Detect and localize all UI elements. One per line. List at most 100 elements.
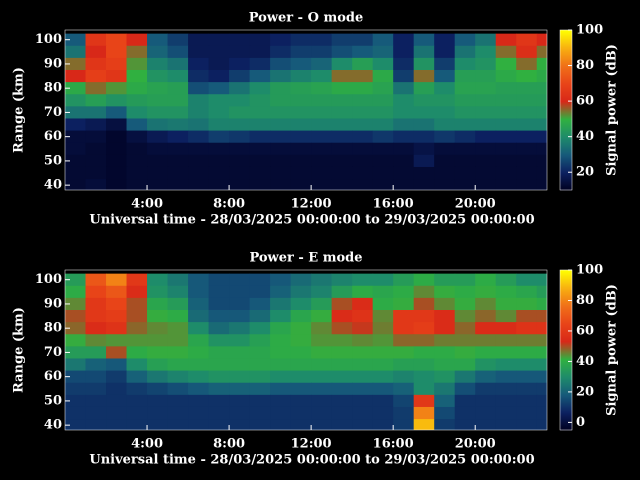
heatmap-cell — [65, 130, 87, 144]
heatmap-cell — [270, 273, 292, 287]
heatmap-cell — [536, 419, 547, 430]
heatmap-cell — [65, 179, 87, 190]
heatmap-cell — [536, 334, 547, 347]
colorbar-step — [560, 96, 572, 99]
heatmap-cell — [208, 130, 230, 144]
colorbar-step — [560, 182, 572, 185]
heatmap-cell — [413, 166, 435, 180]
heatmap-cell — [352, 106, 374, 119]
heatmap-cell — [229, 106, 251, 119]
heatmap-cell — [85, 179, 107, 190]
heatmap-cell — [126, 273, 148, 287]
heatmap-cell — [331, 154, 353, 168]
heatmap-cell — [536, 118, 547, 132]
heatmap-cell — [106, 57, 128, 71]
heatmap-cell — [536, 273, 547, 287]
heatmap-cells — [65, 33, 547, 190]
heatmap-cell — [188, 406, 210, 420]
heatmap-cell — [106, 334, 128, 347]
heatmap-cell — [106, 94, 128, 107]
heatmap-cell — [536, 322, 547, 335]
heatmap-cell — [516, 285, 538, 299]
heatmap-cell — [147, 130, 169, 144]
chart-title: Power - E mode — [249, 251, 362, 266]
heatmap-cell — [434, 45, 456, 59]
heatmap-cell — [331, 118, 353, 132]
y-tick-label: 60 — [44, 129, 62, 144]
heatmap-cell — [167, 70, 189, 83]
heatmap-cell — [352, 273, 374, 287]
chart-title: Power - O mode — [249, 11, 364, 26]
heatmap-cell — [85, 118, 107, 132]
heatmap-cell — [188, 394, 210, 408]
heatmap-cell — [85, 370, 107, 384]
heatmap-cell — [188, 106, 210, 119]
heatmap-cell — [475, 322, 497, 335]
heatmap-cell — [516, 142, 538, 156]
heatmap-cell — [106, 285, 128, 299]
x-tick-label: 8:00 — [213, 437, 245, 452]
heatmap-cell — [475, 142, 497, 156]
heatmap-cell — [516, 297, 538, 311]
y-tick-label: 80 — [44, 321, 62, 336]
colorbar-step — [560, 146, 572, 149]
colorbar-step — [560, 62, 572, 65]
heatmap-cell — [167, 346, 189, 359]
heatmap-cell — [249, 273, 271, 287]
colorbar-step — [560, 290, 572, 293]
heatmap-cell — [147, 57, 169, 71]
heatmap-cell — [454, 70, 476, 83]
colorbar-frame — [559, 29, 573, 191]
heatmap-cell — [495, 285, 517, 299]
heatmap-cell — [290, 273, 312, 287]
heatmap-cell — [413, 106, 435, 119]
heatmap-cell — [270, 358, 292, 372]
heatmap-cell — [434, 297, 456, 311]
heatmap-cell — [229, 70, 251, 83]
heatmap-cell — [372, 273, 394, 287]
colorbar-step — [560, 56, 572, 59]
heatmap-cell — [85, 382, 107, 396]
heatmap-cell — [516, 154, 538, 168]
heatmap-cell — [106, 370, 128, 384]
heatmap-cell — [270, 94, 292, 107]
heatmap-cell — [454, 45, 476, 59]
y-tick-label: 50 — [44, 393, 62, 408]
heatmap-cell — [167, 297, 189, 311]
heatmap-cell — [126, 310, 148, 323]
heatmap-cell — [106, 406, 128, 420]
heatmap-cell — [393, 154, 415, 168]
heatmap-cell — [372, 370, 394, 384]
heatmap-cell — [208, 297, 230, 311]
heatmap-cell — [167, 394, 189, 408]
heatmap-cell — [208, 358, 230, 372]
heatmap-cell — [516, 273, 538, 287]
heatmap-cell — [188, 322, 210, 335]
heatmap-cell — [372, 70, 394, 83]
colorbar-step — [560, 122, 572, 125]
colorbar-step — [560, 416, 572, 419]
heatmap-cell — [249, 334, 271, 347]
heatmap-cell — [393, 273, 415, 287]
heatmap-cell — [147, 33, 169, 47]
heatmap-cell — [65, 370, 87, 384]
colorbar-step — [560, 336, 572, 339]
heatmap-cell — [495, 273, 517, 287]
heatmap-cell — [311, 382, 333, 396]
heatmap-cell — [85, 142, 107, 156]
heatmap-cell — [495, 358, 517, 372]
heatmap-cell — [106, 346, 128, 359]
heatmap-cell — [413, 419, 435, 430]
heatmap-cell — [434, 394, 456, 408]
colorbar-step — [560, 348, 572, 351]
heatmap-cell — [167, 334, 189, 347]
heatmap-cell — [126, 382, 148, 396]
heatmap-cell — [393, 82, 415, 95]
heatmap-cell — [352, 130, 374, 144]
heatmap-cell — [167, 285, 189, 299]
y-tick-label: 40 — [44, 178, 62, 193]
heatmap-cell — [434, 419, 456, 430]
heatmap-cell — [475, 285, 497, 299]
heatmap-cell — [495, 419, 517, 430]
heatmap-cell — [229, 166, 251, 180]
